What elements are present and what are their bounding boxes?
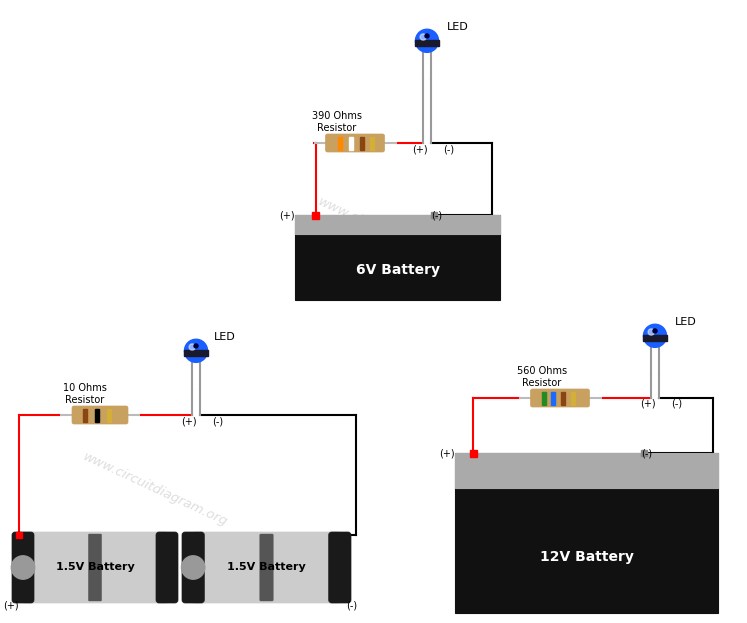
Text: (+): (+) [640,399,656,409]
Bar [542,391,545,404]
Text: (-): (-) [444,144,455,154]
Bar [643,335,667,341]
Bar [470,450,477,457]
Text: (-): (-) [641,449,652,459]
FancyBboxPatch shape [72,406,128,424]
Text: www.circuitdiagram.org: www.circuitdiagram.org [81,450,229,530]
FancyBboxPatch shape [329,532,351,603]
FancyBboxPatch shape [22,532,168,603]
Bar [551,391,556,404]
Text: (+): (+) [439,449,455,459]
Text: LED: LED [447,22,469,32]
Text: 10 Ohms
Resistor: 10 Ohms Resistor [63,383,107,405]
Text: LED: LED [214,332,236,342]
Bar [312,211,319,219]
Bar [561,391,565,404]
Bar [415,40,439,46]
FancyBboxPatch shape [12,532,34,603]
Ellipse shape [648,329,654,335]
Text: (+): (+) [182,416,196,426]
Bar [571,391,575,404]
Text: (+): (+) [3,600,19,610]
Text: 560 Ohms
Resistor: 560 Ohms Resistor [517,366,567,388]
Ellipse shape [643,324,666,348]
FancyBboxPatch shape [156,532,178,603]
Bar [16,532,22,538]
Polygon shape [185,351,208,355]
Ellipse shape [182,556,205,579]
FancyBboxPatch shape [192,532,341,603]
Bar [455,453,718,488]
Text: 1.5V Battery: 1.5V Battery [227,563,306,573]
Ellipse shape [425,34,429,38]
Text: (+): (+) [279,211,295,221]
FancyBboxPatch shape [326,134,385,152]
FancyBboxPatch shape [88,534,102,601]
Bar [108,409,111,422]
Ellipse shape [415,29,438,52]
Bar [455,453,718,613]
FancyBboxPatch shape [530,389,589,407]
Bar [349,136,353,150]
FancyBboxPatch shape [260,534,273,601]
Text: www.circuitdiagram.org: www.circuitdiagram.org [315,196,465,274]
Text: 390 Ohms
Resistor: 390 Ohms Resistor [312,112,362,133]
Text: (+): (+) [412,144,428,154]
Bar [184,350,208,356]
Text: LED: LED [675,317,697,327]
Text: 12V Battery: 12V Battery [539,550,633,564]
FancyBboxPatch shape [182,532,204,603]
Bar [295,215,500,300]
Ellipse shape [185,340,208,363]
Bar [370,136,374,150]
Bar [84,409,87,422]
Bar [642,450,648,456]
Text: (-): (-) [212,416,223,426]
Text: 1.5V Battery: 1.5V Battery [55,563,134,573]
Polygon shape [643,336,666,340]
Bar [96,409,99,422]
Bar [295,215,500,234]
Text: (-): (-) [347,600,358,610]
Ellipse shape [189,344,196,350]
Text: www.circuitdiagram.org: www.circuitdiagram.org [506,460,654,540]
Bar [432,212,438,218]
Text: (-): (-) [672,399,683,409]
Text: (-): (-) [431,211,442,221]
Ellipse shape [653,329,657,333]
Bar [338,136,341,150]
Ellipse shape [11,556,34,579]
Ellipse shape [420,34,427,40]
Text: 6V Battery: 6V Battery [356,264,439,277]
Polygon shape [415,40,438,45]
Bar [359,136,364,150]
Ellipse shape [194,344,198,348]
